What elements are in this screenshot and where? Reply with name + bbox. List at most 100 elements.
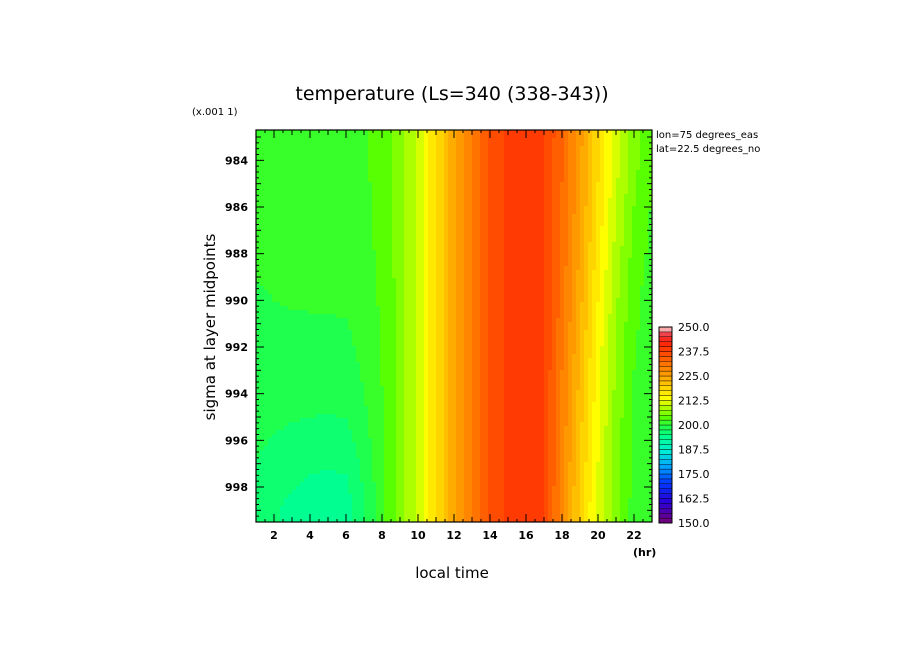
contour-cell [532,302,537,307]
contour-cell [496,214,501,219]
contour-cell [272,330,277,335]
contour-cell [416,298,421,303]
contour-cell [304,214,309,219]
contour-cell [532,186,537,191]
contour-cell [388,226,393,231]
contour-cell [480,266,485,271]
contour-cell [328,154,333,159]
contour-cell [500,198,505,203]
contour-cell [372,158,377,163]
contour-cell [412,202,417,207]
contour-cell [364,290,369,295]
contour-cell [404,206,409,211]
contour-cell [292,182,297,187]
contour-cell [520,274,525,279]
contour-cell [304,302,309,307]
contour-cell [460,198,465,203]
contour-cell [432,194,437,199]
contour-cell [400,198,405,203]
contour-cell [292,242,297,247]
contour-cell [356,150,361,155]
contour-cell [460,190,465,195]
contour-cell [312,194,317,199]
contour-cell [408,194,413,199]
contour-cell [296,286,301,291]
contour-cell [528,306,533,311]
contour-cell [620,150,625,155]
contour-cell [272,326,277,331]
contour-cell [468,210,473,215]
contour-cell [276,158,281,163]
contour-cell [460,138,465,143]
contour-cell [388,322,393,327]
contour-cell [260,190,265,195]
contour-cell [448,282,453,287]
contour-cell [448,266,453,271]
contour-cell [548,218,553,223]
contour-cell [624,162,629,167]
contour-cell [424,162,429,167]
contour-cell [584,166,589,171]
contour-cell [480,290,485,295]
contour-cell [420,134,425,139]
contour-cell [600,290,605,295]
contour-cell [540,230,545,235]
contour-cell [408,138,413,143]
contour-cell [372,206,377,211]
contour-cell [648,166,653,171]
contour-cell [268,310,273,315]
contour-cell [380,314,385,319]
contour-cell [580,142,585,147]
contour-cell [452,254,457,259]
contour-cell [320,274,325,279]
contour-cell [488,218,493,223]
contour-cell [316,130,321,135]
contour-cell [552,286,557,291]
contour-cell [420,274,425,279]
contour-cell [404,134,409,139]
contour-cell [540,258,545,263]
contour-cell [316,146,321,151]
contour-cell [340,198,345,203]
contour-cell [448,298,453,303]
contour-cell [376,290,381,295]
contour-cell [316,134,321,139]
contour-cell [300,150,305,155]
contour-cell [344,166,349,171]
contour-cell [312,130,317,135]
contour-cell [532,190,537,195]
contour-cell [624,226,629,231]
contour-cell [408,258,413,263]
contour-cell [268,210,273,215]
contour-cell [404,294,409,299]
contour-cell [584,322,589,327]
contour-cell [612,246,617,251]
contour-cell [556,134,561,139]
contour-cell [400,186,405,191]
contour-cell [400,314,405,319]
contour-cell [340,286,345,291]
contour-cell [384,158,389,163]
contour-cell [300,158,305,163]
contour-cell [404,158,409,163]
contour-cell [628,154,633,159]
contour-cell [256,262,261,267]
contour-cell [444,230,449,235]
contour-cell [476,274,481,279]
contour-cell [456,230,461,235]
contour-cell [404,330,409,335]
contour-cell [600,318,605,323]
contour-cell [632,146,637,151]
contour-cell [648,302,653,307]
contour-cell [324,322,329,327]
contour-cell [440,326,445,331]
contour-cell [352,322,357,327]
contour-cell [292,146,297,151]
contour-cell [264,206,269,211]
contour-cell [468,322,473,327]
contour-cell [368,138,373,143]
contour-cell [456,286,461,291]
contour-cell [604,310,609,315]
contour-cell [628,302,633,307]
contour-cell [560,178,565,183]
